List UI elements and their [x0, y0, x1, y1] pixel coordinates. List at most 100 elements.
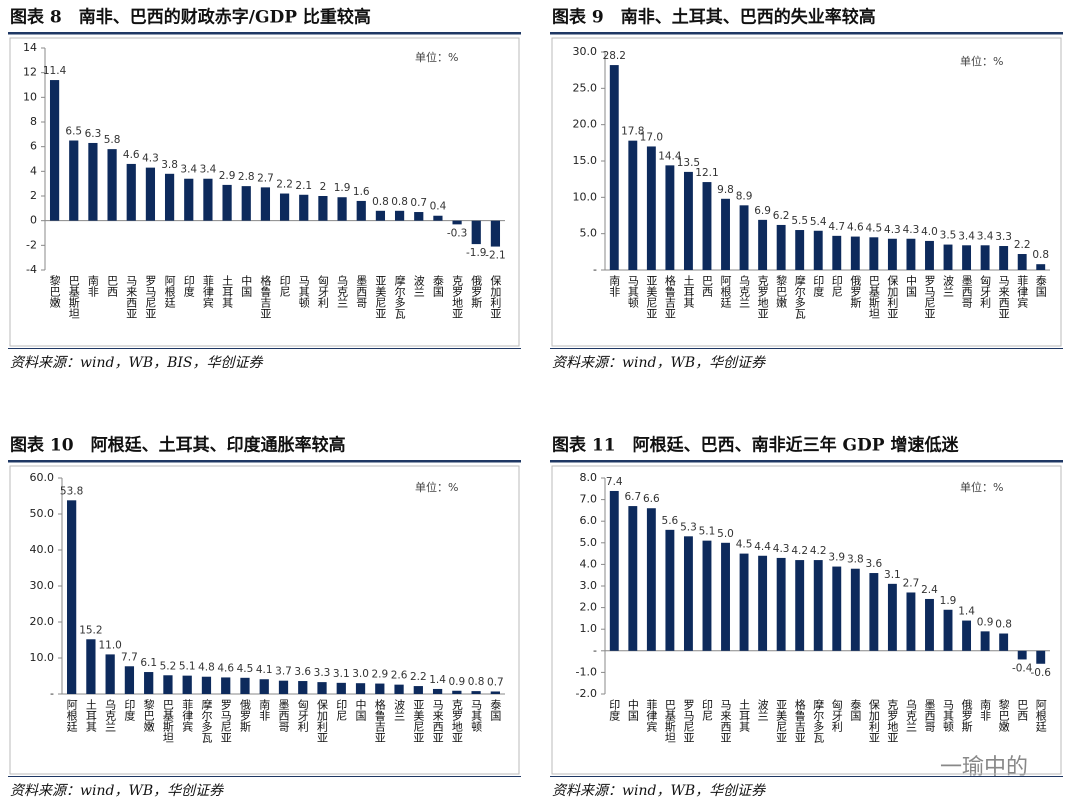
- x-tick-label: 印尼: [830, 275, 843, 298]
- x-tick-label: 中国: [904, 275, 917, 298]
- y-tick-label: 6.0: [580, 514, 598, 527]
- bar: [452, 690, 462, 694]
- unit-label: 单位：%: [960, 480, 1003, 494]
- source-rule: [550, 348, 1063, 349]
- x-tick-label: 印度: [182, 275, 195, 298]
- x-tick-label: 格鲁吉亚: [259, 274, 272, 319]
- y-tick-label: 3.0: [580, 579, 598, 592]
- value-label: 12.1: [695, 167, 718, 179]
- x-tick-label: 克罗地亚: [450, 699, 463, 743]
- bar: [356, 200, 366, 221]
- y-tick-label: 10.0: [573, 190, 598, 203]
- value-label: 4.2: [791, 545, 808, 557]
- value-label: 0.9: [977, 616, 994, 628]
- x-tick-label: 格鲁吉亚: [663, 274, 676, 319]
- x-tick-label: 马来西亚: [431, 699, 444, 743]
- x-tick-label: 俄罗斯: [960, 699, 973, 733]
- value-label: 7.7: [121, 651, 138, 663]
- value-label: 3.4: [958, 230, 975, 242]
- x-tick-label: 印度: [812, 275, 825, 298]
- y-tick-label: -: [50, 687, 54, 700]
- value-label: 1.4: [958, 606, 975, 618]
- bar: [850, 236, 860, 270]
- y-tick-label: 0: [30, 214, 37, 227]
- value-label: 3.9: [828, 552, 845, 564]
- x-tick-label: 菲律宾: [645, 699, 658, 732]
- value-label: 17.8: [621, 126, 644, 138]
- bar: [182, 675, 192, 694]
- x-tick-label: 阿根廷: [163, 275, 176, 309]
- x-tick-label: 格鲁吉亚: [373, 698, 386, 743]
- value-label: 6.9: [754, 205, 771, 217]
- y-tick-label: 4: [30, 164, 37, 177]
- bar: [260, 187, 271, 221]
- bar: [222, 184, 232, 221]
- x-tick-label: 菲律宾: [201, 275, 214, 308]
- y-tick-label: 5.0: [580, 227, 598, 240]
- x-tick-label: 乌克兰: [336, 274, 349, 308]
- value-label: -0.3: [447, 227, 468, 239]
- value-label: 6.2: [773, 210, 790, 222]
- bar: [665, 529, 675, 651]
- value-label: 0.8: [468, 676, 485, 688]
- x-tick-label: 黎巴嫩: [142, 698, 155, 733]
- value-label: 2: [320, 181, 327, 193]
- bar: [394, 210, 405, 221]
- x-tick-label: 阿根廷: [719, 275, 732, 309]
- value-label: 3.6: [294, 666, 311, 678]
- x-tick-label: 亚美尼亚: [645, 275, 658, 319]
- bar: [850, 568, 860, 651]
- x-tick-label: 保加利亚: [489, 274, 502, 319]
- value-label: 3.7: [275, 666, 292, 678]
- value-label: 15.2: [79, 624, 102, 636]
- value-label: 6.5: [65, 126, 82, 138]
- x-tick-label: 克罗地亚: [756, 275, 769, 319]
- y-tick-label: 60.0: [30, 471, 55, 484]
- x-tick-label: 马来西亚: [125, 275, 138, 319]
- value-label: 2.9: [219, 170, 236, 182]
- y-tick-label: 1.0: [580, 622, 598, 635]
- value-label: 53.8: [60, 485, 83, 497]
- bar: [813, 230, 823, 270]
- bar: [683, 536, 693, 651]
- unit-label: 单位：%: [960, 54, 1003, 68]
- value-label: 0.9: [448, 676, 465, 688]
- chart-title: 图表 8 南非、巴西的财政赤字/GDP 比重较高: [10, 7, 371, 28]
- value-label: 3.4: [977, 230, 994, 242]
- value-label: 4.0: [921, 226, 938, 238]
- bar: [776, 557, 786, 651]
- source-rule: [550, 776, 1063, 777]
- x-tick-label: 摩尔多瓦: [812, 698, 825, 743]
- x-tick-label: 黎巴嫩: [775, 274, 788, 309]
- x-tick-label: 马来西亚: [997, 275, 1010, 319]
- bar: [887, 238, 897, 270]
- bar: [490, 691, 500, 694]
- x-tick-label: 罗马尼亚: [682, 699, 695, 743]
- value-label: 11.4: [43, 65, 67, 77]
- value-label: 5.2: [160, 660, 177, 672]
- value-label: 28.2: [603, 50, 626, 62]
- value-label: 4.5: [237, 663, 254, 675]
- bar: [758, 219, 768, 270]
- x-tick-label: 克罗地亚: [451, 275, 464, 319]
- bar: [221, 677, 231, 694]
- value-label: 5.3: [680, 521, 697, 533]
- bar: [980, 631, 990, 651]
- bar: [1017, 254, 1027, 270]
- bar: [105, 654, 115, 694]
- bar: [721, 542, 730, 651]
- bar: [721, 198, 730, 270]
- x-tick-label: 南非: [258, 699, 271, 722]
- unit-label: 单位：%: [415, 480, 458, 494]
- y-tick-label: 30.0: [573, 45, 598, 58]
- x-tick-label: 马其顿: [297, 275, 310, 309]
- value-label: 3.8: [847, 554, 864, 566]
- bar: [336, 682, 346, 694]
- bar: [124, 666, 135, 694]
- value-label: 4.3: [903, 224, 920, 236]
- value-label: 1.6: [353, 186, 370, 198]
- bar: [317, 682, 327, 694]
- value-label: 4.5: [866, 222, 883, 234]
- value-label: -2.1: [485, 250, 506, 262]
- source-rule: [8, 348, 521, 349]
